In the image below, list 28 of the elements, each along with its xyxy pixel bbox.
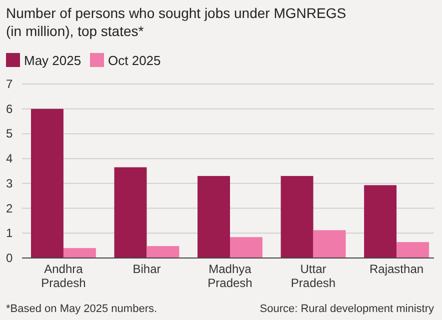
x-tick-label: Bihar — [132, 262, 161, 276]
bar — [30, 108, 64, 258]
bar — [114, 167, 147, 258]
bar — [364, 185, 397, 258]
bar — [146, 246, 180, 258]
y-tick-label: 3 — [6, 176, 13, 190]
y-tick-label: 4 — [6, 152, 13, 166]
y-tick-label: 0 — [6, 251, 13, 265]
y-tick-label: 6 — [6, 102, 13, 116]
y-tick-label: 5 — [6, 126, 13, 141]
y-tick-label: 2 — [6, 201, 13, 216]
text: *Based on May 2025 numbers. — [6, 303, 158, 315]
x-tick-label: Andhra Pradesh — [41, 262, 86, 290]
x-tick-label: Uttar Pradesh — [290, 262, 336, 290]
y-tick-label: 7 — [6, 77, 13, 91]
bar — [198, 176, 230, 258]
legend-label: Oct 2025 — [108, 53, 161, 68]
legend-label: May 2025 — [24, 53, 82, 68]
bar — [313, 230, 346, 258]
y-tick-label: 1 — [6, 226, 13, 240]
bar — [280, 176, 314, 258]
bar — [230, 237, 262, 258]
x-tick-label: Madhya Pradesh — [208, 262, 252, 290]
x-tick-label: Rajasthan — [370, 262, 424, 276]
bar — [396, 242, 430, 258]
bar — [63, 248, 96, 258]
chart-title: Number of persons who sought jobs under MGNREGS (in million), top states* — [6, 5, 346, 39]
source-note: Source: Rural development ministry — [260, 303, 434, 315]
